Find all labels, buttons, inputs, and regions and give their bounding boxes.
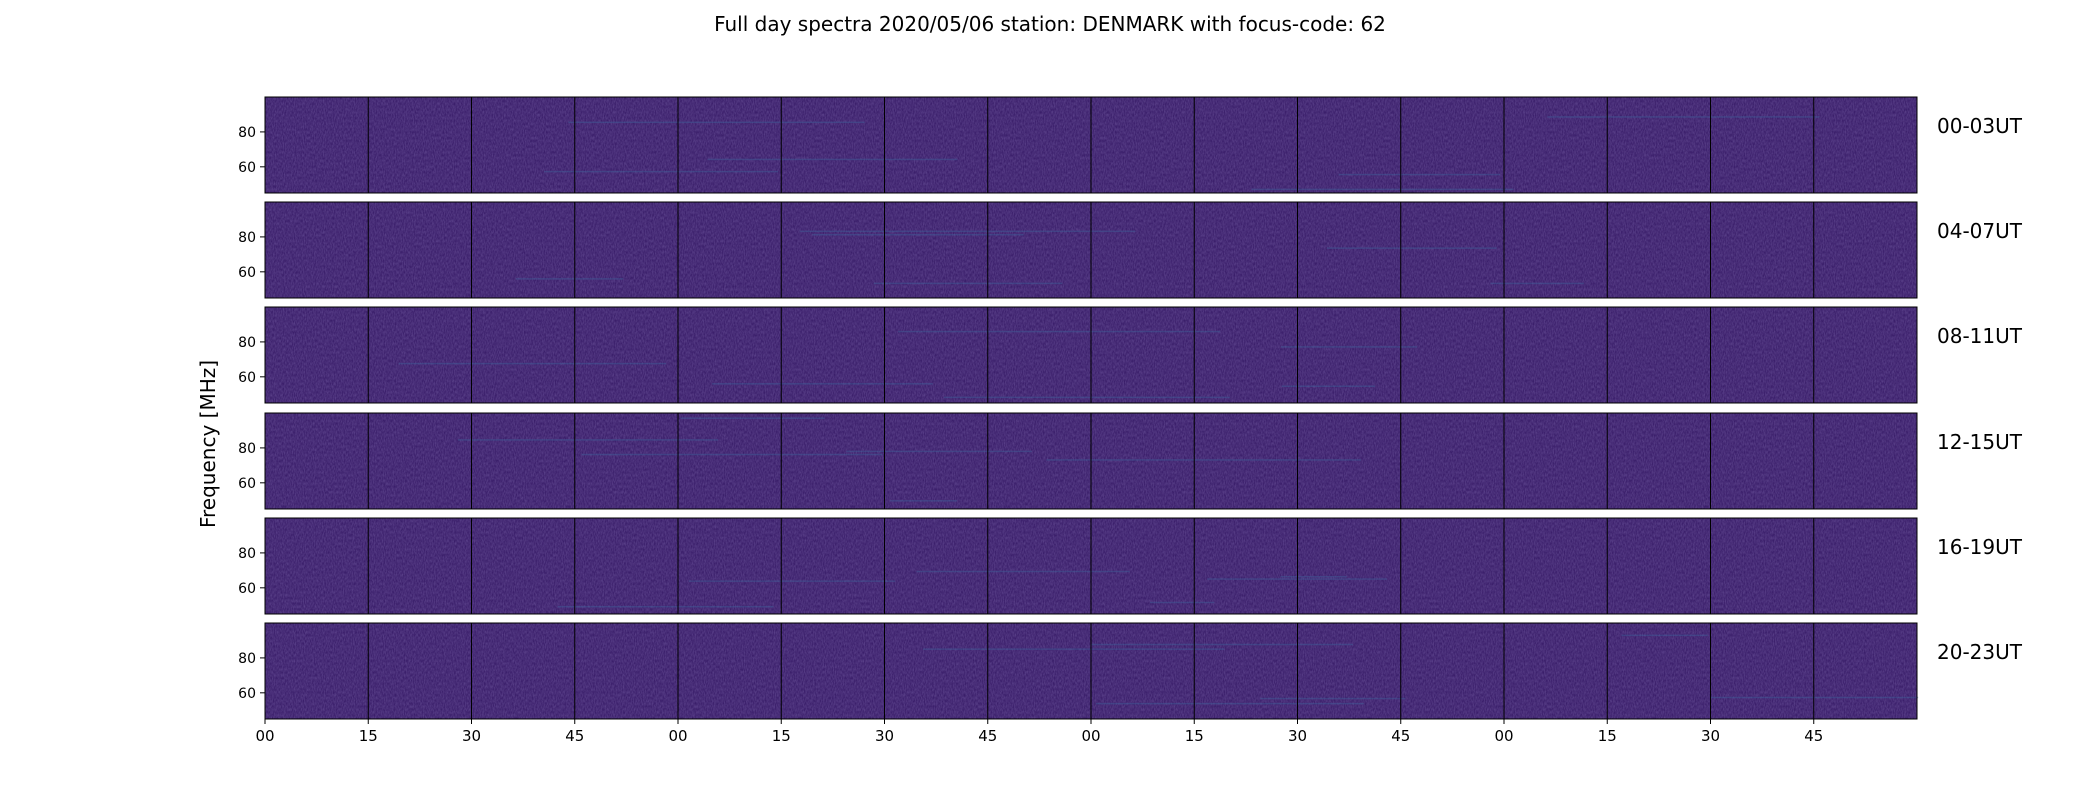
x-tick-label: 45	[1391, 727, 1410, 745]
row-label: 16-19UT	[1937, 535, 2023, 559]
y-tick-label: 80	[238, 546, 256, 562]
x-tick-label: 15	[1598, 727, 1617, 745]
rfi-streak	[846, 450, 1032, 453]
rfi-streak	[943, 396, 1230, 399]
chart-title: Full day spectra 2020/05/06 station: DEN…	[714, 12, 1386, 36]
y-tick-label: 60	[238, 686, 256, 702]
x-tick-label: 00	[1494, 727, 1513, 745]
rfi-streak	[688, 580, 896, 582]
row-label: 04-07UT	[1937, 219, 2023, 243]
rfi-streak	[898, 330, 1221, 333]
x-tick-label: 45	[978, 727, 997, 745]
x-tick-label: 00	[1081, 727, 1100, 745]
rfi-streak	[398, 362, 667, 365]
y-tick-label: 60	[238, 476, 256, 492]
x-tick-label: 15	[359, 727, 378, 745]
spectra-row: 60 80 20-23UT	[238, 622, 2023, 720]
rfi-streak	[1046, 459, 1361, 461]
rfi-streak	[923, 648, 1225, 650]
rfi-streak	[1280, 575, 1347, 578]
x-tick-label: 00	[668, 727, 687, 745]
x-tick-label: 45	[1804, 727, 1823, 745]
y-tick-label: 60	[238, 581, 256, 597]
rfi-streak	[1281, 385, 1376, 387]
row-frame	[264, 201, 1918, 299]
rfi-streak	[1280, 346, 1418, 348]
rfi-streak	[1251, 188, 1514, 191]
rfi-streak	[1338, 173, 1500, 176]
rfi-streak	[680, 417, 825, 419]
row-label: 08-11UT	[1937, 324, 2023, 348]
x-tick-label: 45	[565, 727, 584, 745]
rfi-streak	[1547, 116, 1820, 118]
row-frame	[264, 96, 1918, 194]
x-tick-label: 30	[1288, 727, 1307, 745]
x-tick-label: 30	[875, 727, 894, 745]
rfi-streak	[799, 230, 1136, 233]
rfi-streak	[457, 439, 719, 441]
y-tick-label: 80	[238, 230, 256, 246]
x-tick-label: 30	[1701, 727, 1720, 745]
row-label: 12-15UT	[1937, 430, 2023, 454]
row-label: 20-23UT	[1937, 640, 2023, 664]
y-tick-label: 80	[238, 125, 256, 141]
x-tick-label: 00	[255, 727, 274, 745]
rfi-streak	[1490, 282, 1584, 285]
row-label: 00-03UT	[1937, 114, 2023, 138]
row-frame	[264, 412, 1918, 510]
row-frame	[264, 306, 1918, 404]
y-tick-label: 60	[238, 160, 256, 176]
rfi-streak	[1710, 696, 1919, 699]
y-tick-label: 80	[238, 651, 256, 667]
rfi-streak	[568, 121, 865, 124]
rfi-streak	[890, 500, 957, 502]
rfi-streak	[1326, 247, 1497, 249]
x-tick-label: 30	[462, 727, 481, 745]
spectra-row: 60 80 08-11UT	[238, 306, 2023, 404]
rfi-streak	[557, 605, 774, 608]
y-tick-label: 60	[238, 370, 256, 386]
rfi-streak	[515, 278, 624, 280]
x-tick-label: 15	[772, 727, 791, 745]
rfi-streak	[1095, 702, 1364, 705]
x-tick-label: 15	[1185, 727, 1204, 745]
x-axis: 00 15 30 45 00 15 30 45 00 15 30 45 00 15 30 45	[255, 719, 1823, 745]
rfi-streak	[1150, 601, 1215, 604]
rfi-streak	[1091, 643, 1354, 646]
spectra-panels: 60 80 00-03UT 60 80 04-07UT 60 80 08-11UT 60 80 12-…	[238, 96, 2023, 720]
rfi-streak	[916, 570, 1130, 573]
spectra-row: 60 80 04-07UT	[238, 201, 2023, 299]
row-frame	[264, 517, 1918, 615]
rfi-streak	[873, 282, 1063, 285]
spectra-row: 60 80 16-19UT	[238, 517, 2023, 615]
rfi-streak	[707, 158, 958, 161]
y-tick-label: 80	[238, 335, 256, 351]
spectra-row: 60 80 12-15UT	[238, 412, 2023, 510]
y-tick-label: 80	[238, 441, 256, 457]
rfi-streak	[812, 233, 1024, 236]
y-tick-label: 60	[238, 265, 256, 281]
rfi-streak	[1260, 697, 1406, 700]
rfi-streak	[712, 383, 933, 385]
rfi-streak	[581, 453, 883, 456]
spectra-row: 60 80 00-03UT	[238, 96, 2023, 194]
rfi-streak	[544, 170, 779, 173]
y-axis-label: Frequency [MHz]	[196, 360, 220, 528]
rfi-streak	[1621, 634, 1708, 637]
